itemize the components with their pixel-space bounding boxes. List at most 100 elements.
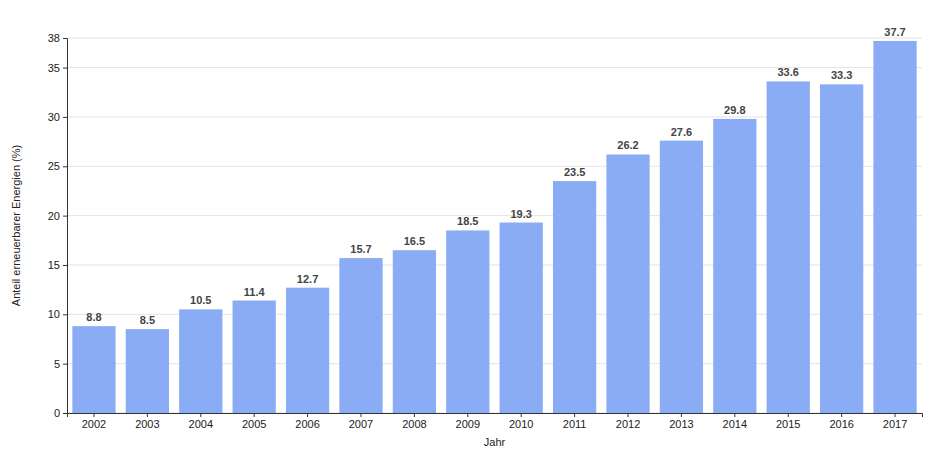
- bar: [179, 309, 222, 413]
- x-tick-label: 2017: [883, 418, 907, 430]
- bar: [553, 181, 596, 413]
- bar: [606, 154, 649, 413]
- data-label: 15.7: [350, 243, 371, 255]
- y-tick-mark: [63, 413, 67, 414]
- data-label: 29.8: [724, 104, 745, 116]
- x-tick-mark: [254, 413, 255, 417]
- x-tick-label: 2003: [135, 418, 159, 430]
- chart: 8.88.510.511.412.715.716.518.519.323.526…: [0, 0, 934, 454]
- x-tick: 2011: [563, 413, 587, 430]
- bar: [820, 84, 863, 413]
- y-tick-mark: [63, 216, 67, 217]
- y-tick-label: 5: [54, 358, 60, 370]
- x-tick-label: 2006: [295, 418, 319, 430]
- y-axis-line: [63, 39, 68, 414]
- x-tick: 2002: [82, 413, 106, 430]
- data-label: 23.5: [564, 166, 585, 178]
- bar: [713, 119, 756, 413]
- bar: [873, 41, 916, 413]
- x-tick: 2005: [242, 413, 266, 430]
- data-label: 12.7: [297, 273, 318, 285]
- x-tick-label: 2016: [829, 418, 853, 430]
- data-label: 27.6: [671, 126, 692, 138]
- y-axis: 0 5 10 15 20 25 30 35 38: [48, 32, 68, 419]
- y-tick: 5: [54, 358, 67, 370]
- x-tick: 2010: [509, 413, 533, 430]
- x-tick: 2008: [402, 413, 426, 430]
- y-axis-title: Anteil erneuerbarer Energien (%): [10, 145, 22, 306]
- bar: [393, 250, 436, 413]
- x-tick-mark: [734, 413, 735, 417]
- data-label: 8.8: [86, 311, 101, 323]
- x-tick-label: 2012: [616, 418, 640, 430]
- x-axis: 2002 2003 2004 2005 2006 2007 2008 2009 2010 2011…: [68, 413, 923, 430]
- y-tick-label: 10: [48, 308, 60, 320]
- y-tick-label: 25: [48, 160, 60, 172]
- bar: [72, 326, 115, 413]
- x-tick: 2007: [349, 413, 373, 430]
- x-tick: 2009: [456, 413, 480, 430]
- x-tick-mark: [467, 413, 468, 417]
- x-tick-label: 2014: [723, 418, 747, 430]
- data-label: 33.3: [831, 69, 852, 81]
- x-tick-mark: [895, 413, 896, 417]
- x-tick-mark: [841, 413, 842, 417]
- x-tick-label: 2004: [189, 418, 213, 430]
- y-tick-label: 20: [48, 210, 60, 222]
- y-tick-label: 15: [48, 259, 60, 271]
- x-tick: 2014: [723, 413, 747, 430]
- x-tick-mark: [147, 413, 148, 417]
- y-tick-label: 35: [48, 62, 60, 74]
- data-label: 10.5: [190, 294, 211, 306]
- bar: [126, 329, 169, 413]
- bar: [446, 230, 489, 413]
- bar: [233, 301, 276, 414]
- y-tick: 35: [48, 62, 67, 74]
- x-tick-mark: [788, 413, 789, 417]
- x-tick-mark: [521, 413, 522, 417]
- x-tick-mark: [574, 413, 575, 417]
- x-tick-label: 2002: [82, 418, 106, 430]
- plot: 8.88.510.511.412.715.716.518.519.323.526…: [48, 26, 923, 430]
- bar: [767, 81, 810, 413]
- y-tick: 15: [48, 259, 67, 271]
- data-label: 26.2: [617, 139, 638, 151]
- bar: [660, 141, 703, 413]
- grid: [67, 38, 922, 413]
- y-tick-mark: [63, 364, 67, 365]
- y-tick-label: 30: [48, 111, 60, 123]
- y-tick-label: 38: [48, 32, 60, 44]
- bar: [500, 223, 543, 413]
- y-tick-mark: [63, 166, 67, 167]
- y-tick-mark: [63, 314, 67, 315]
- y-tick: 10: [48, 308, 67, 320]
- x-tick: 2003: [135, 413, 159, 430]
- x-tick-label: 2007: [349, 418, 373, 430]
- y-tick: 0: [54, 407, 67, 419]
- bar: [286, 288, 329, 413]
- bars: [72, 41, 916, 413]
- data-label: 19.3: [510, 208, 531, 220]
- x-tick-mark: [681, 413, 682, 417]
- y-tick-mark: [63, 117, 67, 118]
- y-tick-mark: [63, 265, 67, 266]
- x-tick: 2006: [295, 413, 319, 430]
- x-tick: 2013: [669, 413, 693, 430]
- x-tick-mark: [200, 413, 201, 417]
- data-label: 8.5: [140, 314, 155, 326]
- x-tick: 2012: [616, 413, 640, 430]
- grid-line: [67, 38, 922, 39]
- data-label: 16.5: [404, 235, 425, 247]
- x-tick: 2015: [776, 413, 800, 430]
- x-tick-mark: [360, 413, 361, 417]
- data-label: 11.4: [244, 286, 266, 298]
- x-tick-mark: [307, 413, 308, 417]
- data-labels: 8.88.510.511.412.715.716.518.519.323.526…: [86, 26, 905, 326]
- x-tick-label: 2015: [776, 418, 800, 430]
- x-axis-line: [68, 414, 923, 418]
- x-axis-title: Jahr: [484, 436, 506, 448]
- y-tick: 20: [48, 210, 67, 222]
- x-tick-label: 2013: [669, 418, 693, 430]
- x-tick-mark: [628, 413, 629, 417]
- y-tick: 25: [48, 160, 67, 172]
